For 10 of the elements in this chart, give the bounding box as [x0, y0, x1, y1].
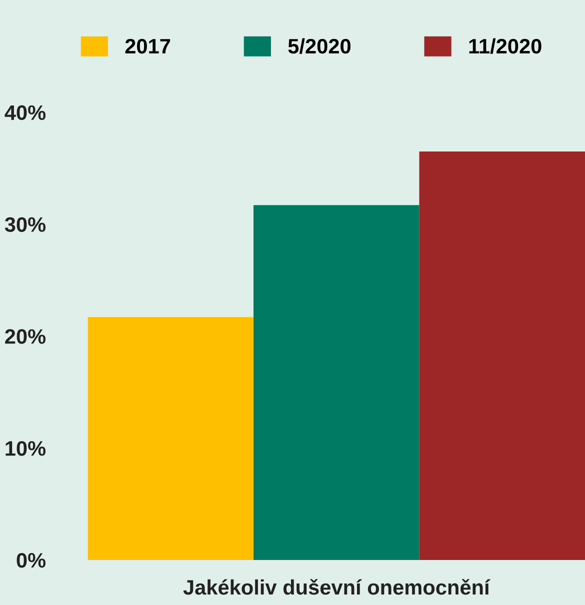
- legend-label: 2017: [125, 38, 170, 54]
- y-tick-label: 0%: [16, 552, 46, 568]
- y-tick-label: 30%: [4, 217, 46, 232]
- legend-label: 5/2020: [288, 38, 350, 54]
- legend-label: 11/2020: [469, 38, 542, 54]
- y-tick-label: 40%: [4, 105, 46, 120]
- x-axis-title: Jakékoliv duševní onemocnění: [183, 578, 490, 595]
- bar: [88, 317, 254, 560]
- y-tick-label: 10%: [6, 441, 46, 456]
- y-tick-label: 20%: [5, 329, 46, 344]
